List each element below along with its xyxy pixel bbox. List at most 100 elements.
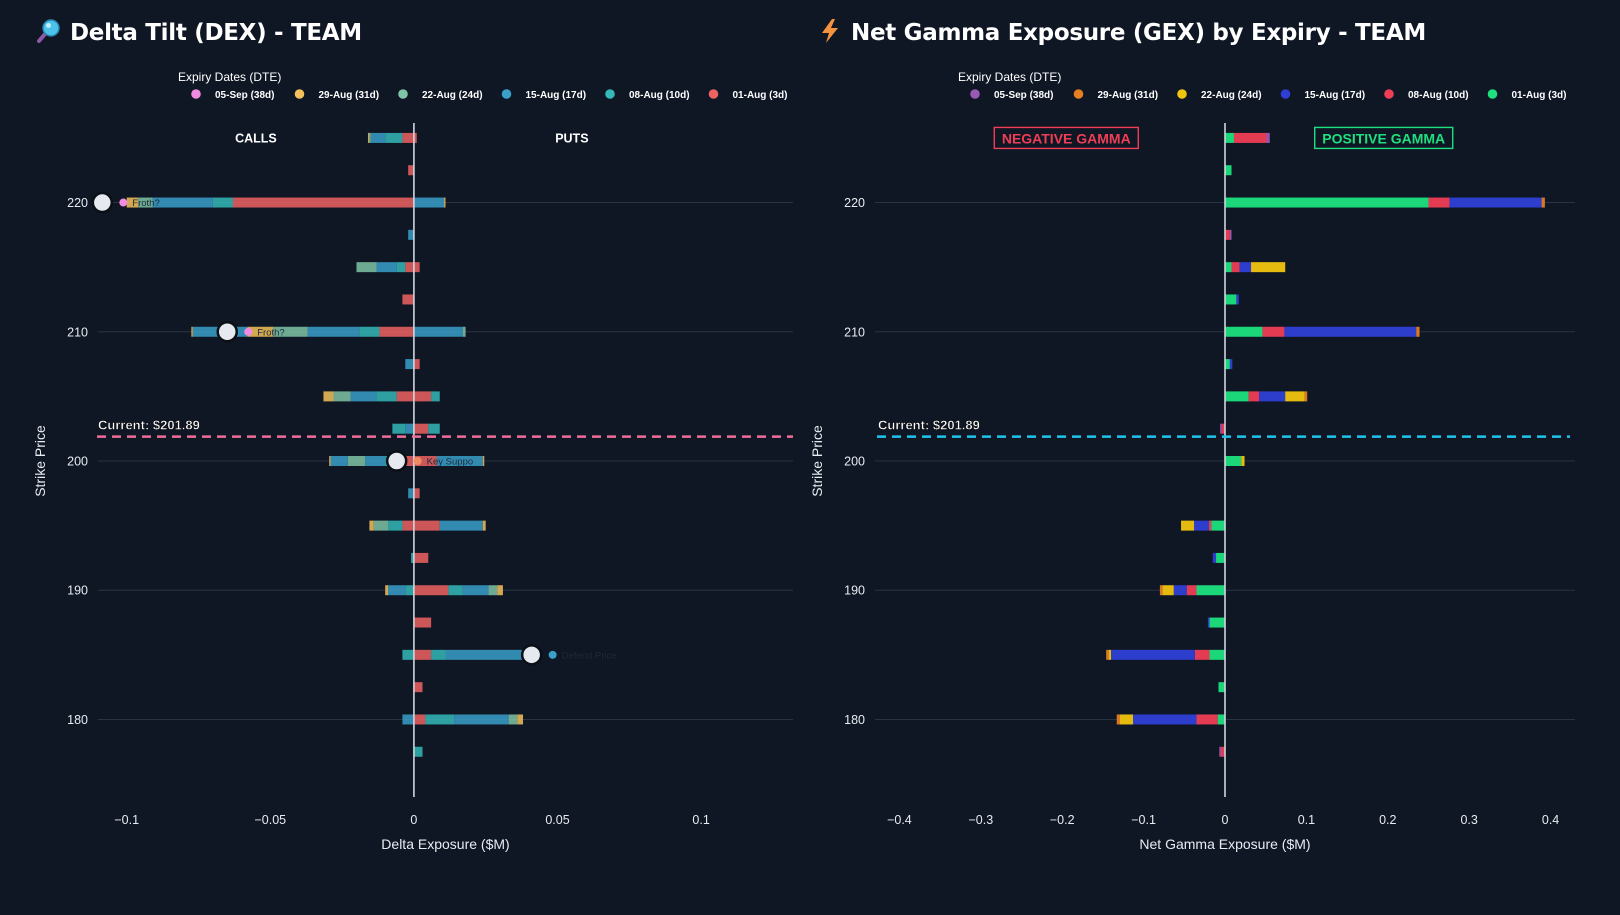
bar-segment	[212, 197, 233, 208]
bar-segment	[405, 262, 414, 273]
warning-icon	[413, 457, 422, 465]
y-tick-label: 200	[844, 455, 865, 469]
bar-segment	[413, 391, 432, 402]
bar-segment	[402, 520, 414, 531]
bar-segment	[1241, 456, 1245, 466]
y-tick-label: 210	[67, 325, 88, 339]
legend-marker	[191, 89, 201, 99]
annotation-label: Defend Price	[562, 650, 617, 661]
bar-segment	[488, 585, 498, 596]
bar-segment	[373, 520, 389, 531]
bar-segment	[1212, 552, 1217, 563]
y-tick-label: 220	[844, 196, 865, 210]
bar-segment	[408, 165, 414, 176]
x-tick-label: 0	[410, 813, 417, 827]
bar-segment	[385, 585, 389, 596]
gex-chart-svg: 180 190 200 210 220 −0.4 −0.3 −0.2 −0.1 0 0.1 0.2 0.…	[809, 70, 1575, 852]
annotation-marker	[385, 450, 408, 472]
dex-chart-panel: Delta Tilt (DEX) - TEAM 180 190 200 210 220 −…	[0, 0, 805, 915]
bar-segment	[408, 229, 414, 240]
bar-segment	[436, 456, 483, 466]
bar-segment	[402, 132, 414, 143]
bar-segment	[413, 423, 429, 434]
bar-segment	[1225, 326, 1263, 337]
bar-segment	[1225, 391, 1249, 402]
bar-segment	[1428, 197, 1450, 208]
legend-item-label: 08-Aug (10d)	[1408, 90, 1469, 101]
bar-segment	[1106, 649, 1109, 660]
bar-segment	[402, 294, 414, 305]
bar-segment	[411, 552, 414, 563]
y-tick-label: 200	[67, 455, 88, 469]
bar-segment	[329, 456, 331, 466]
bar-segment	[1229, 229, 1232, 240]
bar-segment	[1219, 746, 1221, 757]
bar-segment	[1266, 132, 1270, 143]
bar-segment	[428, 423, 440, 434]
legend-marker	[605, 89, 615, 99]
bar-segment	[497, 585, 503, 596]
bar-segment	[1231, 262, 1240, 273]
legend-item-label: 29-Aug (31d)	[319, 90, 380, 101]
bar-segment	[365, 456, 386, 466]
y-tick-label: 220	[67, 196, 88, 210]
bar-segment	[1233, 132, 1267, 143]
bar-segment	[1225, 132, 1234, 143]
legend-marker	[398, 89, 408, 99]
bar-segment	[396, 391, 414, 402]
positive-gamma-label: POSITIVE GAMMA	[1322, 130, 1445, 146]
bar-segment	[431, 391, 440, 402]
bar-segment	[405, 585, 414, 596]
bar-segment	[1541, 197, 1545, 208]
bar-segment	[1181, 520, 1195, 531]
bar-segment	[379, 326, 414, 337]
bar-segment	[1229, 359, 1233, 370]
bar-segment	[1220, 746, 1225, 757]
bar-segment	[508, 714, 518, 725]
x-tick-label: 0.1	[1298, 813, 1315, 827]
dex-title: Delta Tilt (DEX) - TEAM	[36, 18, 362, 46]
y-tick-label: 180	[67, 713, 88, 727]
bar-segment	[1159, 585, 1163, 596]
bar-segment	[439, 520, 483, 531]
flower-icon	[119, 198, 128, 207]
bar-segment	[1225, 197, 1429, 208]
bar-segment	[1251, 262, 1286, 273]
bar-segment	[1116, 714, 1120, 725]
bar-segment	[413, 617, 432, 628]
bar-segment	[448, 585, 463, 596]
puts-label: PUTS	[555, 131, 588, 145]
bar-segment	[431, 649, 446, 660]
bar-segment	[1225, 229, 1230, 240]
legend-marker	[1073, 89, 1084, 99]
bar-segment	[413, 520, 440, 531]
legend-item-label: 22-Aug (24d)	[422, 90, 483, 101]
dex-chart-svg: 180 190 200 210 220 −0.1 −0.05 0 0.05 0.1 Delta Ex…	[32, 70, 793, 852]
bar-segment	[1111, 649, 1195, 660]
legend-item-label: 08-Aug (10d)	[629, 90, 690, 101]
bar-segment	[356, 262, 377, 273]
bar-segment	[1208, 520, 1212, 531]
bar-segment	[388, 585, 406, 596]
bar-segment	[376, 391, 397, 402]
bar-segment	[413, 456, 437, 466]
bar-segment	[1304, 391, 1308, 402]
negative-gamma-label: NEGATIVE GAMMA	[1002, 130, 1131, 146]
bar-segment	[517, 714, 524, 725]
bar-segment	[402, 649, 414, 660]
x-tick-label: 0	[1222, 813, 1229, 827]
legend-item-label: 05-Sep (38d)	[215, 90, 274, 101]
x-tick-label: 0.4	[1542, 813, 1559, 827]
bar-segment	[1218, 682, 1225, 693]
bar-segment	[413, 132, 417, 143]
bar-segment	[1120, 714, 1134, 725]
bar-segment	[1194, 649, 1210, 660]
bar-segment	[1262, 326, 1285, 337]
bar-segment	[1221, 423, 1225, 434]
positive-gamma-box	[1314, 126, 1454, 150]
bar-segment	[413, 649, 432, 660]
legend-item-label: 01-Aug (3d)	[1512, 90, 1567, 101]
bar-segment	[1196, 585, 1225, 596]
legend-marker	[970, 89, 980, 99]
bar-segment	[482, 456, 485, 466]
